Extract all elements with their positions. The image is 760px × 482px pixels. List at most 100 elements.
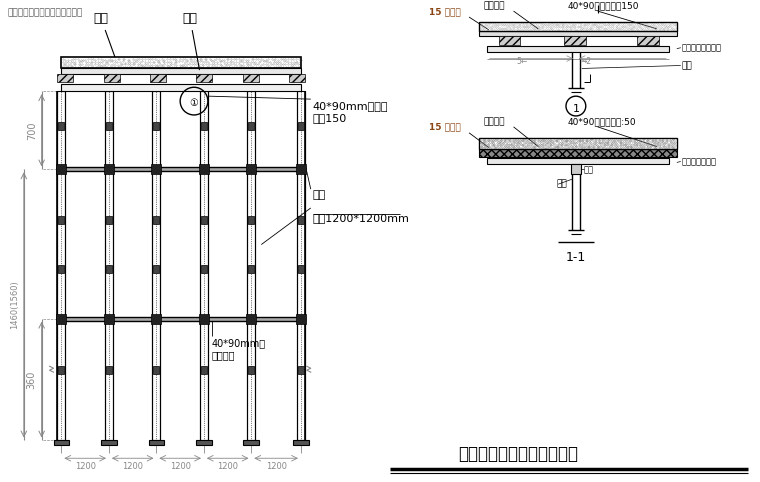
- Bar: [106, 216, 112, 224]
- Text: 立杆: 立杆: [556, 180, 567, 189]
- Text: 汇淡淀板: 汇淡淀板: [484, 117, 505, 126]
- Bar: [106, 122, 112, 130]
- Bar: [58, 74, 73, 82]
- Bar: [56, 164, 66, 174]
- Text: 1-1: 1-1: [565, 252, 586, 265]
- Bar: [246, 164, 256, 174]
- Bar: [296, 314, 306, 324]
- Bar: [153, 91, 160, 441]
- Bar: [104, 74, 119, 82]
- Text: 横杆: 横杆: [312, 190, 326, 200]
- Text: 托托: 托托: [584, 165, 594, 174]
- Bar: [298, 122, 304, 130]
- Bar: [479, 138, 677, 148]
- Text: 1200: 1200: [217, 462, 238, 471]
- Bar: [200, 91, 207, 441]
- Bar: [58, 317, 305, 321]
- Text: 40*90木方，匀距:50: 40*90木方，匀距:50: [568, 117, 637, 126]
- Bar: [296, 164, 306, 174]
- Bar: [246, 314, 256, 324]
- Text: 1200: 1200: [122, 462, 143, 471]
- Text: 1460(1560): 1460(1560): [10, 281, 19, 329]
- Bar: [199, 164, 209, 174]
- Bar: [249, 366, 255, 374]
- Bar: [201, 265, 207, 273]
- Bar: [59, 122, 65, 130]
- Bar: [289, 74, 305, 82]
- Text: 楼板: 楼板: [93, 12, 115, 57]
- Bar: [106, 366, 112, 374]
- Bar: [196, 441, 212, 445]
- Bar: [293, 441, 309, 445]
- Bar: [298, 216, 304, 224]
- Text: 泓淡淀板: 泓淡淀板: [484, 1, 505, 10]
- Bar: [150, 74, 166, 82]
- Bar: [201, 366, 207, 374]
- Bar: [154, 366, 160, 374]
- Text: 顶撑竖杆（双钢管: 顶撑竖杆（双钢管: [682, 43, 722, 52]
- Bar: [105, 91, 113, 441]
- Bar: [151, 164, 161, 174]
- Bar: [571, 164, 581, 174]
- Bar: [564, 36, 586, 45]
- Bar: [196, 74, 212, 82]
- Bar: [62, 68, 301, 74]
- Text: 40*90mm木方，
间距150: 40*90mm木方， 间距150: [312, 101, 388, 123]
- Bar: [151, 314, 161, 324]
- Bar: [479, 31, 677, 36]
- Bar: [59, 265, 65, 273]
- Bar: [58, 167, 305, 172]
- Text: →2: →2: [581, 56, 592, 66]
- Bar: [53, 441, 69, 445]
- Bar: [58, 91, 65, 441]
- Text: 700: 700: [27, 121, 36, 140]
- Bar: [154, 122, 160, 130]
- Bar: [201, 216, 207, 224]
- Text: 主体楼板模板支设构造详图: 主体楼板模板支设构造详图: [458, 445, 578, 463]
- Text: 40*90木方，匀距150: 40*90木方，匀距150: [568, 1, 639, 10]
- Text: 立杆: 立杆: [682, 61, 692, 70]
- Text: 学校安装施工施工方案资料下载: 学校安装施工施工方案资料下载: [7, 8, 82, 17]
- Bar: [297, 91, 305, 441]
- Bar: [249, 122, 255, 130]
- Bar: [298, 366, 304, 374]
- Bar: [479, 148, 677, 157]
- Bar: [199, 314, 209, 324]
- Text: 5←: 5←: [517, 56, 527, 66]
- Text: 1200: 1200: [266, 462, 287, 471]
- Bar: [487, 159, 669, 164]
- Bar: [104, 164, 114, 174]
- Bar: [106, 265, 112, 273]
- Text: 15 厚模板: 15 厚模板: [429, 123, 461, 132]
- Bar: [59, 216, 65, 224]
- Text: 模板: 模板: [182, 12, 199, 70]
- Bar: [487, 46, 669, 52]
- Bar: [59, 366, 65, 374]
- Bar: [56, 314, 66, 324]
- Bar: [249, 216, 255, 224]
- Text: 1200: 1200: [74, 462, 96, 471]
- Text: 360: 360: [27, 371, 36, 389]
- Text: 立杆1200*1200mm: 立杆1200*1200mm: [312, 213, 410, 223]
- Text: 顶撑托手（双链: 顶撑托手（双链: [682, 157, 717, 166]
- Bar: [154, 265, 160, 273]
- Bar: [154, 216, 160, 224]
- Text: 15 厚模板: 15 厚模板: [429, 7, 461, 16]
- Bar: [248, 91, 255, 441]
- Text: ①: ①: [190, 98, 198, 108]
- Bar: [243, 441, 259, 445]
- Bar: [104, 314, 114, 324]
- Bar: [101, 441, 117, 445]
- Bar: [62, 84, 301, 91]
- Bar: [148, 441, 164, 445]
- Text: 1: 1: [572, 104, 579, 114]
- Bar: [479, 22, 677, 31]
- Text: 40*90mm方
近父木方: 40*90mm方 近父木方: [212, 338, 266, 360]
- Bar: [249, 265, 255, 273]
- Bar: [201, 122, 207, 130]
- Bar: [62, 56, 301, 68]
- Text: 1200: 1200: [169, 462, 191, 471]
- Bar: [242, 74, 258, 82]
- Bar: [637, 36, 659, 45]
- Bar: [499, 36, 521, 45]
